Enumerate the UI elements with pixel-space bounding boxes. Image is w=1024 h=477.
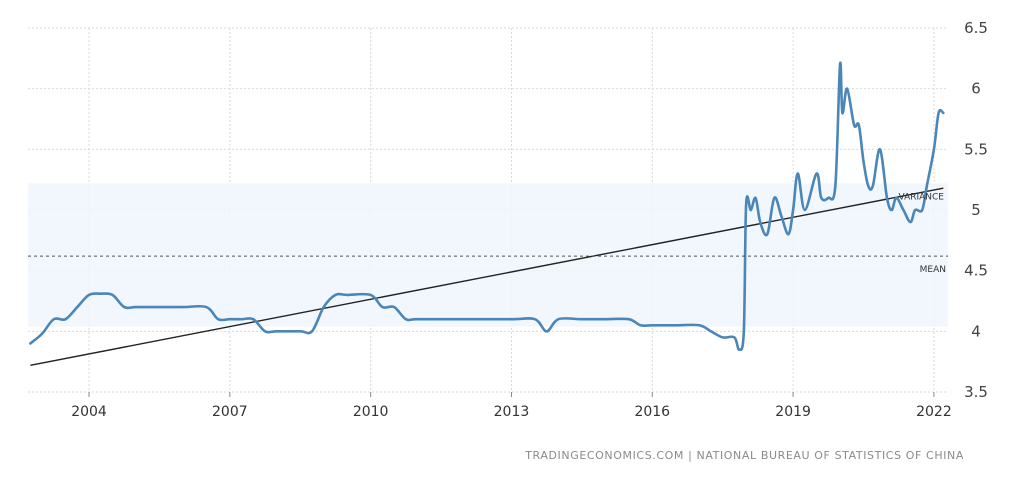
y-tick-label: 4	[971, 322, 981, 340]
variance-label: VARIANCE	[898, 192, 944, 202]
y-tick-label: 4.5	[964, 262, 988, 280]
y-tick-label: 5	[971, 201, 981, 219]
x-axis: 2004 2007 2010 2013 2016 2019 2022	[71, 392, 952, 420]
y-axis: 3.5 4 4.5 5 5.5 6 6.5	[964, 19, 988, 401]
source-credit: TRADINGECONOMICS.COM | NATIONAL BUREAU O…	[525, 449, 964, 462]
series-line	[29, 61, 945, 352]
x-tick-label: 2007	[212, 404, 248, 420]
mean-label: MEAN	[920, 265, 946, 275]
y-tick-label: 6	[971, 80, 981, 98]
annotation-layer: MEAN VARIANCE	[28, 192, 948, 275]
x-tick-label: 2019	[775, 404, 811, 420]
variance-band	[28, 183, 948, 327]
y-tick-label: 6.5	[964, 19, 988, 37]
y-tick-label: 5.5	[964, 140, 988, 158]
y-tick-label: 3.5	[964, 383, 988, 401]
variance-band-layer	[28, 183, 948, 327]
x-tick-label: 2010	[353, 404, 389, 420]
x-tick-label: 2022	[916, 404, 952, 420]
x-tick-label: 2016	[634, 404, 670, 420]
x-tick-label: 2013	[494, 404, 530, 420]
x-tick-label: 2004	[71, 404, 107, 420]
series-layer	[29, 61, 945, 352]
